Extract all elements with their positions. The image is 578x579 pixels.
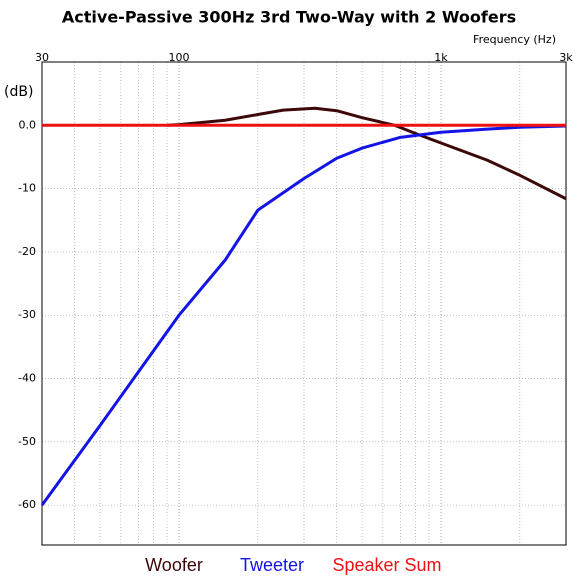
y-tick-label: -30 <box>18 308 36 321</box>
legend-entry: Woofer <box>145 555 203 575</box>
x-tick-label: 1k <box>434 51 448 64</box>
y-axis-label: (dB) <box>4 84 33 100</box>
x-axis-label: Frequency (Hz) <box>473 33 556 46</box>
legend-entry: Tweeter <box>240 555 304 575</box>
series-line <box>40 124 567 507</box>
x-tick-label: 3k <box>559 51 573 64</box>
chart-title: Active-Passive 300Hz 3rd Two-Way with 2 … <box>62 8 516 27</box>
legend-entry: Speaker Sum <box>332 555 441 575</box>
plot-frame <box>41 61 567 546</box>
y-tick-label: 0.0 <box>19 118 37 131</box>
y-tick-label: -10 <box>18 182 36 195</box>
y-tick-label: -20 <box>18 245 36 258</box>
series-line <box>166 106 567 201</box>
x-tick-label: 100 <box>168 51 189 64</box>
y-tick-label: -60 <box>18 498 36 511</box>
x-tick-label: 30 <box>35 51 49 64</box>
y-tick-label: -50 <box>18 435 36 448</box>
y-tick-label: -40 <box>18 372 36 385</box>
